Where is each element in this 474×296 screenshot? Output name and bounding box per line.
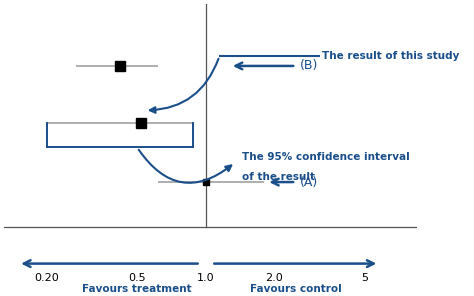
Text: The result of this study: The result of this study xyxy=(322,51,459,61)
Text: of the result: of the result xyxy=(242,172,315,182)
Text: The 95% confidence interval: The 95% confidence interval xyxy=(242,152,410,163)
Text: (A): (A) xyxy=(300,176,318,189)
Text: Favours control: Favours control xyxy=(250,284,342,294)
Text: (B): (B) xyxy=(300,59,319,73)
Text: Favours treatment: Favours treatment xyxy=(82,284,192,294)
